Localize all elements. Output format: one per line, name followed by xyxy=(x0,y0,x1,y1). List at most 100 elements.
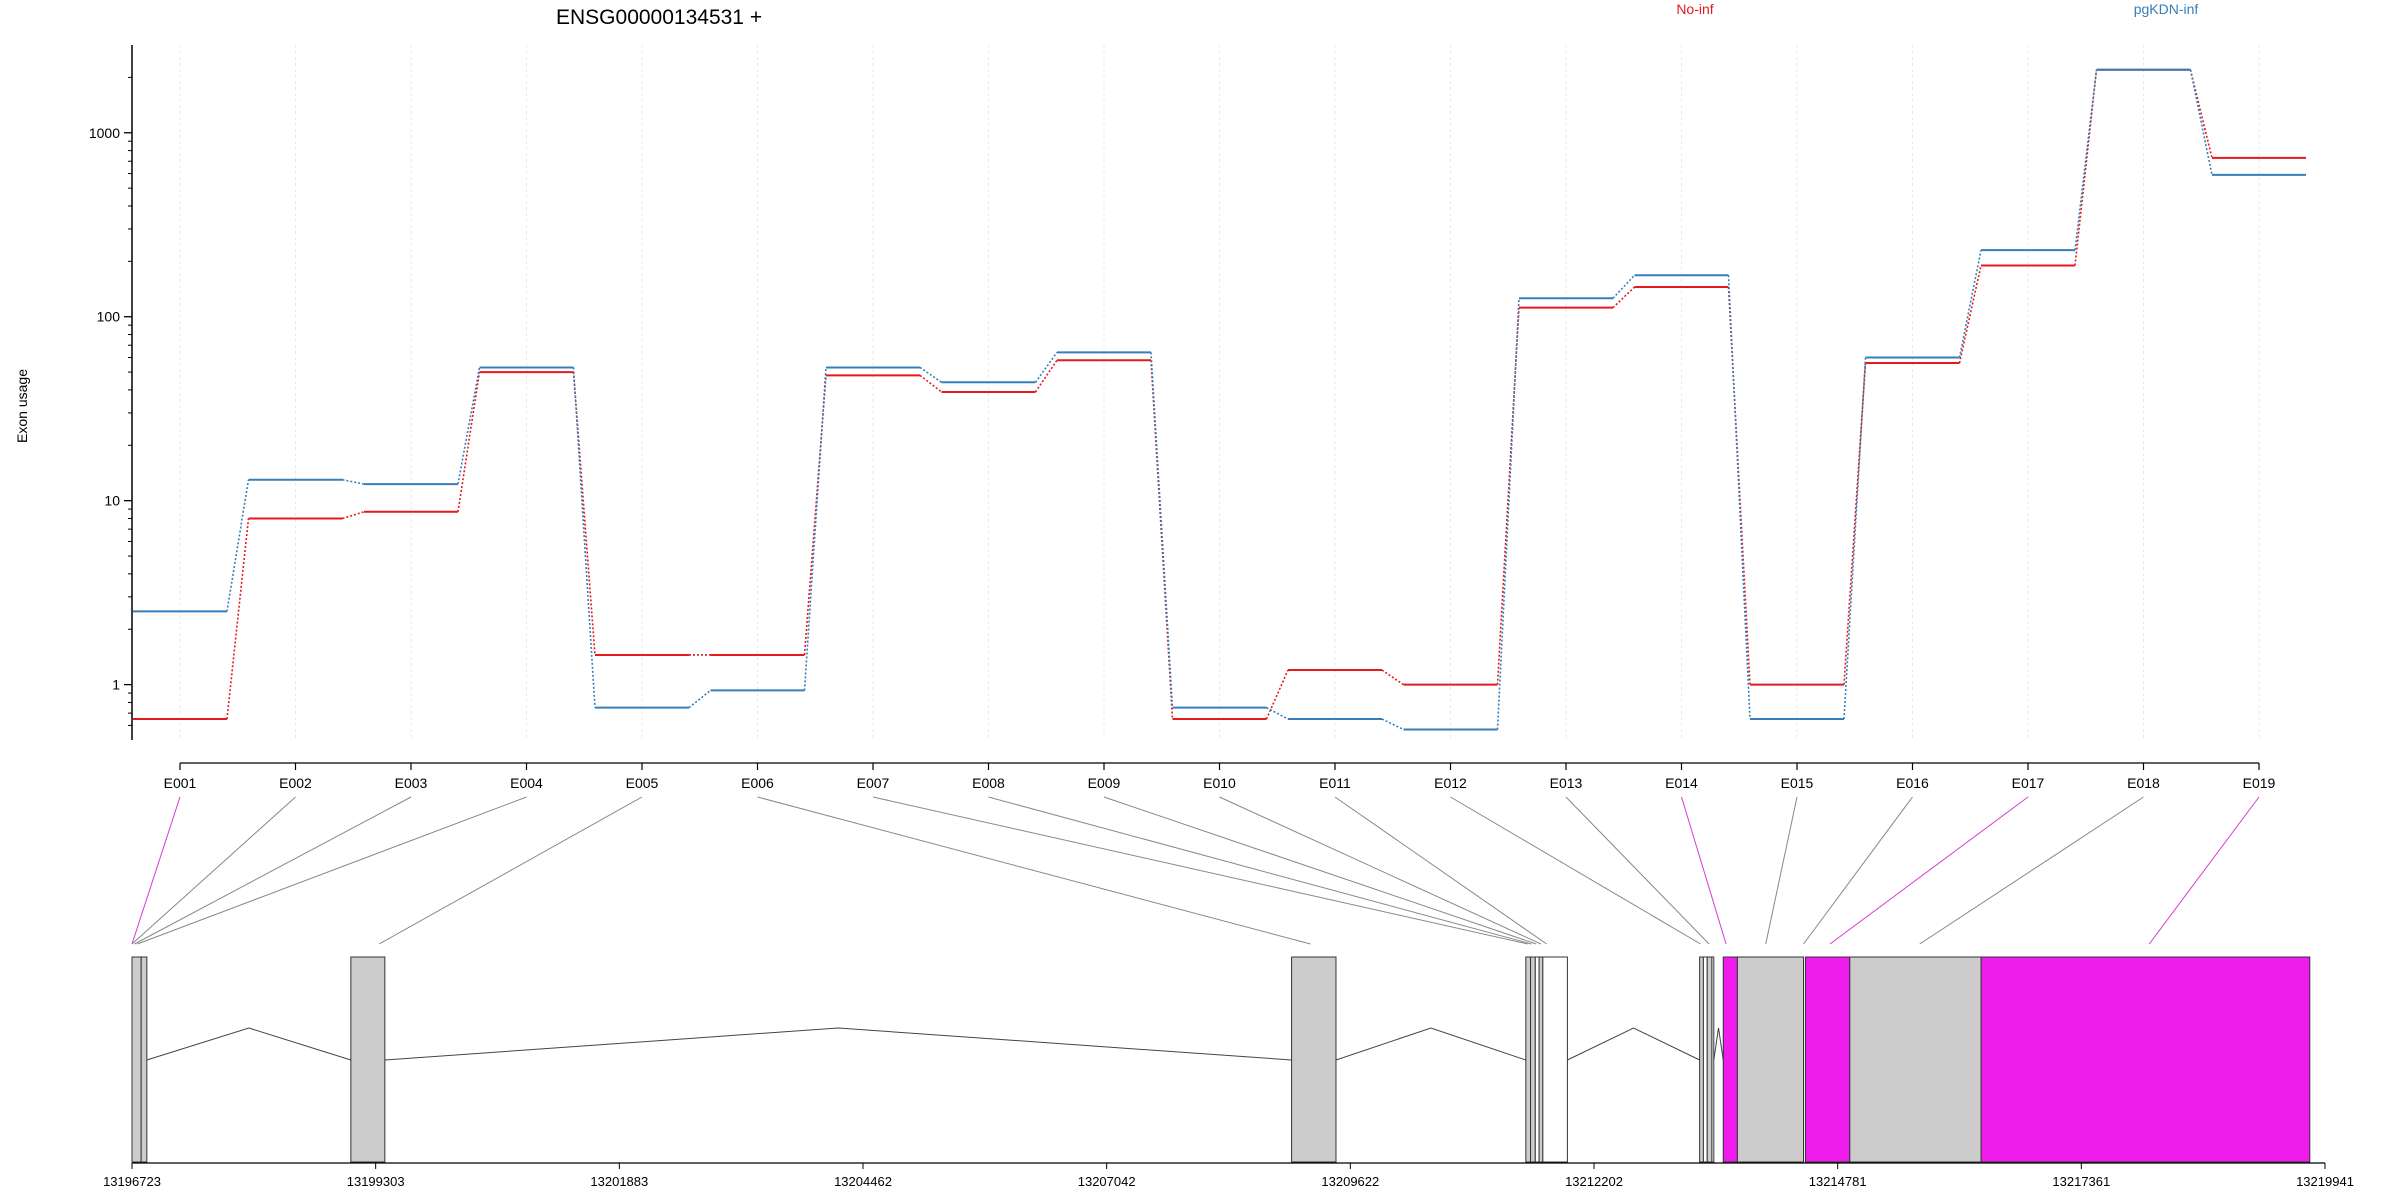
exon-link xyxy=(137,796,527,945)
data-connector xyxy=(1496,298,1520,730)
exon-block xyxy=(1542,956,1568,1163)
exon-link xyxy=(1103,796,1537,945)
exon-link xyxy=(1765,796,1798,945)
x-tick-label: E001 xyxy=(164,775,197,791)
y-tick-label: 1 xyxy=(112,677,120,693)
intron-line xyxy=(1713,1027,1724,1061)
exon-block xyxy=(1849,956,1982,1163)
coordinate-label: 13212202 xyxy=(1565,1174,1623,1189)
exon-link-highlighted xyxy=(1681,796,1727,945)
exon-link xyxy=(1803,796,1913,945)
data-connector xyxy=(803,367,827,691)
x-tick-label: E016 xyxy=(1896,775,1929,791)
exon-block xyxy=(1736,956,1805,1163)
series-pgkdn-inf xyxy=(133,68,2306,731)
y-tick-label: 100 xyxy=(97,309,121,325)
exon-block-highlighted xyxy=(1804,956,1851,1163)
x-tick-label: E018 xyxy=(2127,775,2160,791)
data-connector xyxy=(1612,274,1636,299)
x-tick-label: E003 xyxy=(395,775,428,791)
intron-line xyxy=(1335,1027,1526,1061)
series-no-inf xyxy=(133,68,2306,721)
x-tick-label: E009 xyxy=(1088,775,1121,791)
x-tick-label: E015 xyxy=(1781,775,1814,791)
coordinate-label: 13201883 xyxy=(590,1174,648,1189)
exon-block xyxy=(1706,956,1713,1163)
data-connector xyxy=(1381,718,1404,731)
exon-link-highlighted xyxy=(1829,796,2029,945)
exon-link xyxy=(1565,796,1710,945)
legend-entry-no-inf: No-inf xyxy=(1676,1,1713,17)
exon-block xyxy=(1534,956,1540,1163)
data-connector xyxy=(919,374,942,393)
coordinate-label: 13214781 xyxy=(1809,1174,1867,1189)
vertical-gridlines xyxy=(179,45,2260,740)
series-lines xyxy=(133,68,2306,731)
x-tick-label: E013 xyxy=(1550,775,1583,791)
coordinate-label: 13204462 xyxy=(834,1174,892,1189)
exon-link-lines xyxy=(131,796,2260,945)
y-axis-label: Exon usage xyxy=(14,369,30,443)
data-connector xyxy=(1612,286,1636,309)
x-axis-ticks: E001 E002 E003 E004 E005 E006 E007 E008 E009 E010… xyxy=(164,762,2276,791)
data-connector xyxy=(226,479,250,612)
exon-block-highlighted xyxy=(1980,956,2311,1163)
exon-block-highlighted xyxy=(1722,956,1738,1163)
data-connector xyxy=(1843,357,1867,720)
exon-link xyxy=(378,796,643,945)
x-tick-label: E017 xyxy=(2012,775,2045,791)
data-connector xyxy=(1381,669,1404,686)
y-tick-label: 1000 xyxy=(89,125,120,141)
x-tick-label: E011 xyxy=(1319,775,1351,791)
data-connector xyxy=(1265,669,1289,720)
coordinate-label: 13199303 xyxy=(347,1174,405,1189)
data-connector xyxy=(226,518,250,720)
exon-block xyxy=(1699,956,1704,1163)
data-connector xyxy=(1727,275,1751,720)
y-tick-label: 10 xyxy=(104,493,120,509)
exon-block xyxy=(350,956,386,1163)
chart-title: ENSG00000134531 + xyxy=(556,6,762,29)
x-tick-label: E010 xyxy=(1203,775,1236,791)
exon-link xyxy=(131,796,296,945)
data-connector xyxy=(2189,69,2213,159)
x-tick-label: E007 xyxy=(857,775,890,791)
exon-block xyxy=(1525,956,1532,1163)
x-tick-label: E014 xyxy=(1665,775,1698,791)
exon-link xyxy=(988,796,1532,945)
data-connector xyxy=(1034,351,1058,383)
data-connector xyxy=(1034,359,1058,393)
data-connector xyxy=(1266,706,1289,720)
data-connector xyxy=(1150,352,1174,708)
exon-link xyxy=(134,796,412,945)
exon-block xyxy=(131,956,142,1163)
exon-link xyxy=(1450,796,1701,945)
exon-link xyxy=(757,796,1311,945)
data-connector xyxy=(457,371,481,512)
exon-block xyxy=(1530,956,1536,1163)
exon-block xyxy=(140,956,148,1163)
data-connector xyxy=(342,478,365,485)
x-tick-label: E012 xyxy=(1434,775,1467,791)
data-connector xyxy=(1958,265,1982,364)
exon-block xyxy=(1711,956,1715,1163)
data-connector xyxy=(572,372,596,656)
exon-link xyxy=(1919,796,2144,945)
coordinate-label: 13207042 xyxy=(1078,1174,1136,1189)
coordinate-label: 13219941 xyxy=(2296,1174,2354,1189)
x-tick-label: E005 xyxy=(626,775,659,791)
exon-link-highlighted xyxy=(2148,796,2260,945)
intron-line xyxy=(146,1027,351,1061)
data-connector xyxy=(919,366,942,383)
exon-link-highlighted xyxy=(131,796,181,945)
x-tick-label: E002 xyxy=(279,775,312,791)
exon-link xyxy=(1334,796,1547,945)
x-tick-label: E008 xyxy=(972,775,1005,791)
intron-line xyxy=(384,1027,1292,1061)
coordinate-label: 13209622 xyxy=(1321,1174,1379,1189)
x-tick-label: E006 xyxy=(741,775,774,791)
axes: 1 10 100 1000 xyxy=(89,45,133,740)
data-connector xyxy=(342,511,365,520)
data-connector xyxy=(572,367,596,708)
